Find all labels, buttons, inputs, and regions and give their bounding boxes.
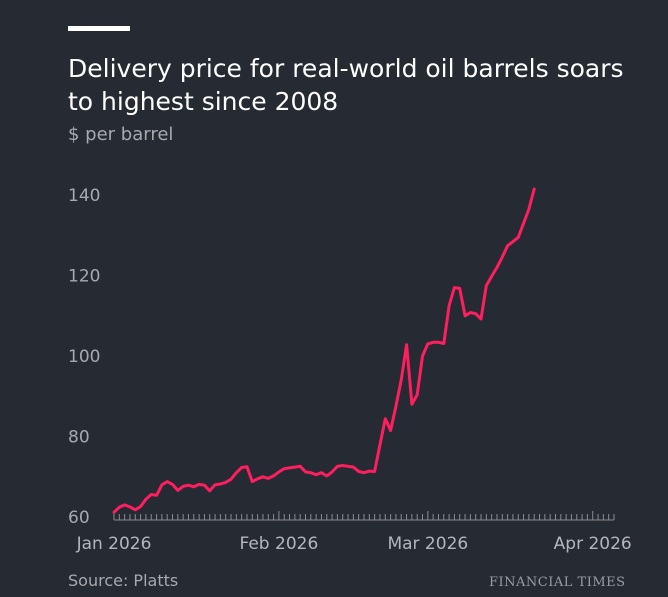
y-tick-label: 140 [68, 186, 100, 206]
x-tick-label: Jan 2026 [76, 534, 152, 554]
x-tick-label: Feb 2026 [240, 534, 319, 554]
title-accent-bar [68, 26, 130, 31]
series-lines [112, 187, 536, 514]
y-tick-label: 80 [68, 428, 90, 448]
y-tick-label: 100 [68, 347, 100, 367]
chart-title: Delivery price for real-world oil barrel… [68, 54, 624, 116]
y-axis-ticks: 60 80 100 120 140 [68, 186, 100, 528]
y-tick-label: 120 [68, 267, 100, 287]
brand-logo: FINANCIAL TIMES [489, 575, 626, 590]
x-tick-label: Apr 2026 [554, 534, 632, 554]
series-line [112, 187, 536, 514]
y-tick-label: 60 [68, 508, 90, 528]
chart-subtitle: $ per barrel [68, 124, 174, 145]
source-note: Source: Platts [68, 571, 179, 590]
x-axis: Jan 2026 Feb 2026 Mar 2026 Apr 2026 [76, 511, 632, 554]
x-tick-label: Mar 2026 [387, 534, 468, 554]
